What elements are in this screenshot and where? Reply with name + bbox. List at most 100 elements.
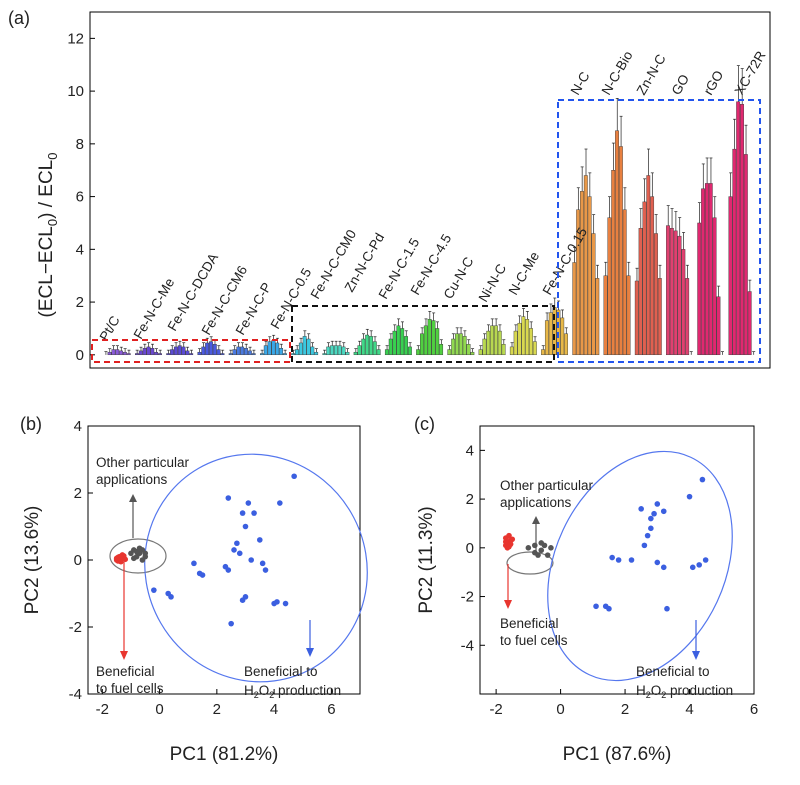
panel-a-bar (681, 249, 686, 356)
panel-a-bar (423, 325, 428, 356)
panel-a-bar (302, 336, 307, 356)
panel-a-category-label: GO (669, 72, 692, 98)
panel-a-bar (135, 353, 139, 356)
panel-a-bar (666, 225, 670, 356)
panel-a-bar (626, 275, 631, 356)
panel-a-bar (298, 342, 303, 356)
panel-a-y-tick-label: 8 (76, 136, 84, 153)
panel-a-bar (509, 346, 514, 356)
panel-a-bar (138, 350, 143, 356)
panel-a-bar (462, 336, 467, 356)
panel-c-point (544, 552, 551, 558)
panel-a-bar (372, 341, 377, 356)
panel-b-ann-h2o2-1: Beneficial to (244, 664, 318, 679)
panel-b-point (282, 600, 289, 607)
panel-a-bar (455, 333, 459, 356)
panel-c-point (535, 552, 541, 558)
panel-b-axes: -2 0 2 4 6 -4 -2 0 2 4 (69, 418, 336, 718)
panel-b-point (139, 557, 146, 563)
panel-a-bar (150, 348, 155, 356)
panel-a-bar (271, 340, 276, 356)
panel-b-point (239, 510, 246, 516)
panel-a-category-label: Ni-N-C (476, 261, 510, 304)
panel-c-x-tick-label: 6 (750, 701, 758, 718)
panel-b-x-tick-label: -2 (96, 701, 109, 718)
panel-a-bar (657, 278, 662, 356)
panel-c-y-tick-label: -4 (461, 637, 474, 654)
panel-c-blue-ellipse (547, 450, 733, 682)
panel-a-bar (392, 330, 397, 356)
panel-b-point (256, 537, 263, 543)
panel-a-bar (513, 330, 518, 356)
panel-a-bar (447, 349, 452, 356)
panel-a-bar (595, 278, 600, 356)
panel-a-bar (111, 349, 116, 356)
panel-a-bar (521, 316, 526, 356)
panel-a-bar (740, 104, 744, 356)
panel-b-x-label: PC1 (81.2%) (170, 744, 279, 765)
panel-a-bar (560, 317, 565, 356)
panel-a-bar (708, 183, 713, 356)
panel-a-bar (591, 233, 596, 356)
panel-b-blue-ellipse (144, 453, 368, 683)
panel-c-point (702, 557, 709, 563)
panel-a-bar (251, 353, 256, 356)
panel-a-bar (267, 341, 272, 356)
panel-a-bar (736, 101, 741, 356)
panel-a-bar (236, 346, 241, 356)
panel-a-bar (564, 333, 568, 356)
panel-a-bar (306, 338, 311, 356)
panel-c-point (532, 542, 538, 549)
panel-a-bar (501, 344, 506, 356)
panel-a-frame (89, 11, 771, 369)
panel-a-bars (104, 65, 756, 356)
panel-a-bar (115, 349, 120, 356)
panel-a-bar (634, 280, 639, 356)
panel-c-point (506, 532, 512, 539)
panel-a-bar (451, 338, 456, 356)
panel-a-bar (201, 346, 206, 356)
panel-a-bar (732, 148, 737, 356)
panel-a-category-label: XC-72R (732, 48, 769, 97)
panel-a-bar (158, 353, 162, 356)
panel-a-bar (701, 188, 705, 356)
panel-b-x-tick-label: 6 (327, 701, 335, 718)
panel-a-bar (673, 230, 678, 356)
panel-a-bar (357, 345, 362, 356)
panel-a-category-label: Cu-N-C (441, 254, 477, 301)
panel-a-bar (615, 130, 619, 356)
panel-b-x-tick-label: 4 (270, 701, 278, 718)
panel-a-bar (416, 349, 421, 356)
panel-b-point (234, 540, 240, 547)
panel-a-bar (478, 349, 483, 356)
panel-b-blue-arrowhead (306, 648, 314, 657)
panel-b-point (131, 555, 137, 562)
panel-a-bar (541, 349, 545, 356)
panel-a-bar (279, 348, 284, 356)
panel-a-bar (532, 341, 537, 356)
panel-c-ann-fuel-1: Beneficial (500, 616, 559, 631)
panel-b-label: (b) (20, 414, 42, 434)
panel-b-x-tick-label: 0 (155, 701, 163, 718)
panel-a-category-label: N-C (568, 69, 593, 97)
panel-a-bar (400, 328, 405, 356)
panel-a-bar (275, 342, 280, 356)
panel-c-point (615, 557, 622, 563)
panel-a-bar (497, 330, 502, 356)
panel-a-bar (458, 333, 463, 356)
panel-a-bar (407, 346, 412, 356)
panel-a-bar (341, 346, 346, 356)
panel-b-gray-ellipse (109, 538, 167, 574)
panel-c-point (507, 541, 514, 547)
panel-a-bar (486, 330, 491, 356)
panel-c-point (509, 536, 516, 543)
panel-a-bar (572, 262, 577, 356)
panel-b-red-arrowhead (120, 651, 128, 660)
panel-c-y-tick-label: 4 (466, 442, 474, 459)
panel-a-bar (580, 191, 584, 356)
panel-a-category-label: rGO (701, 68, 727, 98)
panel-a-bar (404, 336, 408, 356)
panel-a-bar (212, 344, 217, 356)
panel-a-bar (173, 346, 178, 356)
panel-c-axes: -2 0 2 4 6 -4 -2 0 2 4 (461, 442, 759, 718)
